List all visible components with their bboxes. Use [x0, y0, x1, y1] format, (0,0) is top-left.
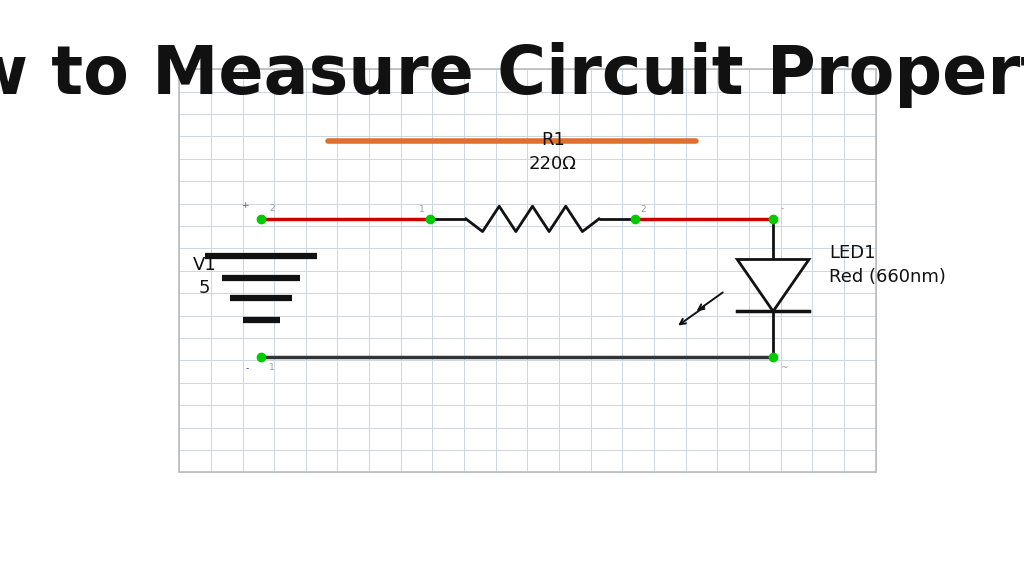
Text: 1: 1	[419, 205, 425, 214]
Text: LED1
Red (660nm): LED1 Red (660nm)	[829, 244, 946, 286]
Polygon shape	[737, 259, 809, 311]
Text: +: +	[242, 201, 249, 210]
Bar	[179, 69, 876, 472]
Text: R1
220Ω: R1 220Ω	[529, 131, 577, 173]
Text: V1
5: V1 5	[193, 256, 217, 297]
Text: How to Measure Circuit Properties: How to Measure Circuit Properties	[0, 42, 1024, 108]
Text: 2: 2	[269, 204, 274, 213]
Text: -: -	[246, 364, 249, 373]
Text: ~: ~	[780, 363, 787, 372]
Text: 2: 2	[640, 205, 645, 214]
Text: -: -	[780, 204, 783, 213]
Text: 1: 1	[269, 363, 275, 372]
